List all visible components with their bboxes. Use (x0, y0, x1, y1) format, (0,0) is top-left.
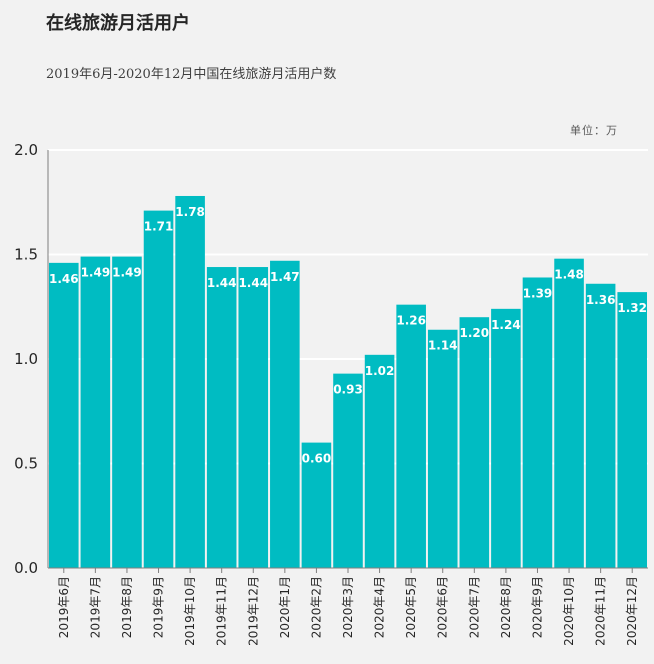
bar[interactable] (49, 262, 79, 568)
bar[interactable] (427, 329, 458, 568)
bar[interactable] (554, 258, 584, 568)
data-label: 1.36 (586, 293, 616, 307)
x-tick-label: 2019年12月 (246, 576, 260, 646)
bar[interactable] (301, 442, 332, 568)
x-tick-label: 2020年6月 (436, 576, 450, 638)
x-tick-label: 2020年9月 (530, 576, 544, 638)
x-tick-label: 2019年11月 (215, 576, 229, 646)
data-label: 1.49 (81, 266, 111, 280)
bar[interactable] (522, 277, 553, 568)
x-tick-label: 2020年7月 (467, 576, 481, 638)
bar[interactable] (491, 308, 521, 568)
bar[interactable] (175, 195, 205, 569)
unit-label: 单位：万 (570, 124, 618, 137)
bar[interactable] (396, 304, 426, 568)
x-tick-label: 2019年6月 (57, 576, 71, 638)
data-label: 1.26 (396, 314, 426, 328)
x-tick-label: 2020年5月 (404, 576, 418, 638)
y-tick-label: 0.5 (14, 455, 38, 473)
chart-title: 在线旅游月活用户 (46, 13, 190, 34)
data-label: 1.46 (49, 272, 79, 286)
data-label: 1.48 (554, 268, 584, 282)
bar[interactable] (238, 267, 269, 568)
x-tick-label: 2020年4月 (373, 576, 387, 638)
data-label: 1.32 (617, 301, 647, 315)
data-label: 1.78 (175, 205, 205, 219)
x-tick-label: 2019年8月 (120, 576, 134, 638)
x-tick-label: 2019年9月 (152, 576, 166, 638)
y-tick-label: 0.0 (14, 559, 38, 577)
x-tick-label: 2020年2月 (309, 576, 323, 638)
data-label: 1.44 (207, 276, 237, 290)
data-label: 1.47 (270, 270, 300, 284)
bar[interactable] (617, 292, 647, 568)
data-label: 0.93 (333, 383, 363, 397)
y-tick-label: 1.0 (14, 350, 38, 368)
bar[interactable] (143, 210, 174, 569)
data-label: 0.60 (302, 452, 332, 466)
x-tick-label: 2020年8月 (499, 576, 513, 638)
data-label: 1.24 (491, 318, 521, 332)
x-tick-label: 2020年1月 (278, 576, 292, 638)
bar[interactable] (80, 256, 111, 568)
data-label: 1.39 (523, 286, 553, 300)
bar[interactable] (459, 317, 490, 568)
y-tick-label: 1.5 (14, 246, 38, 264)
data-label: 1.71 (144, 220, 174, 234)
x-tick-label: 2020年12月 (625, 576, 639, 646)
bar[interactable] (333, 373, 363, 568)
x-tick-label: 2020年10月 (562, 576, 576, 646)
data-label: 1.14 (428, 339, 458, 353)
bar[interactable] (270, 260, 300, 568)
x-tick-label: 2019年10月 (183, 576, 197, 646)
data-label: 1.02 (365, 364, 395, 378)
bar[interactable] (364, 354, 395, 568)
x-tick-label: 2019年7月 (88, 576, 102, 638)
data-label: 1.44 (238, 276, 268, 290)
x-tick-label: 2020年3月 (341, 576, 355, 638)
x-tick-label: 2020年11月 (594, 576, 608, 646)
bar[interactable] (112, 256, 142, 568)
data-label: 1.20 (460, 326, 490, 340)
bar[interactable] (585, 283, 616, 568)
bar[interactable] (206, 267, 237, 568)
data-label: 1.49 (112, 266, 142, 280)
y-tick-label: 2.0 (14, 141, 38, 159)
chart-subtitle: 2019年6月-2020年12月中国在线旅游月活用户数 (46, 67, 337, 82)
